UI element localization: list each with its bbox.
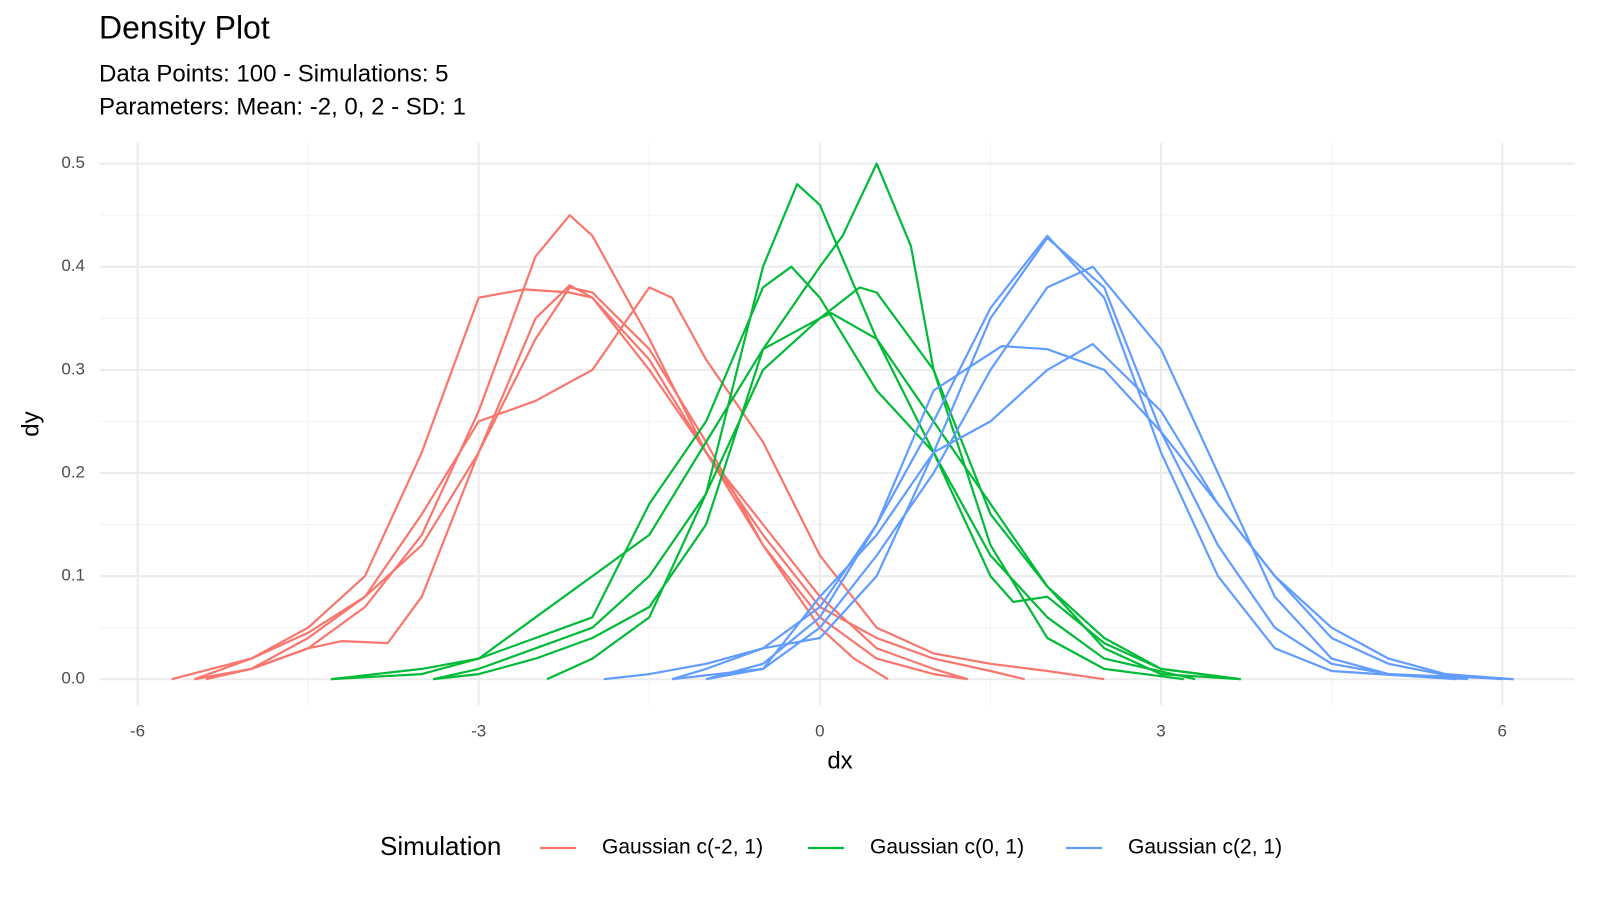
x-tick-label: 3 (1156, 721, 1165, 740)
y-tick-label: 0.5 (61, 153, 85, 172)
density-curve (671, 265, 1514, 681)
chart-subtitle: Data Points: 100 - Simulations: 5 (99, 60, 449, 87)
legend-label: Gaussian c(0, 1) (870, 836, 1024, 859)
density-curve (205, 286, 1105, 681)
y-tick-label: 0.2 (61, 462, 85, 481)
density-curve (433, 162, 1184, 681)
legend-title: Simulation (380, 831, 501, 861)
x-tick-label: 6 (1497, 721, 1506, 740)
x-tick-label: 0 (815, 721, 824, 740)
x-axis-label: dx (827, 747, 852, 774)
density-curve (603, 234, 1457, 681)
density-curve (432, 312, 1241, 681)
legend-label: Gaussian c(-2, 1) (602, 836, 763, 859)
y-tick-label: 0.1 (61, 566, 85, 585)
y-tick-label: 0.3 (61, 359, 85, 378)
legend-label: Gaussian c(2, 1) (1128, 836, 1282, 859)
x-tick-label: -3 (471, 721, 486, 740)
density-curve (194, 214, 968, 681)
density-curve (330, 265, 1196, 681)
density-curve (671, 236, 1469, 681)
density-curve (171, 286, 889, 681)
y-tick-label: 0.0 (61, 669, 85, 688)
y-tick-label: 0.4 (61, 256, 85, 275)
chart-subtitle: Parameters: Mean: -2, 0, 2 - SD: 1 (99, 93, 466, 120)
density-curve (705, 343, 1503, 681)
density-curve (705, 345, 1514, 681)
x-tick-label: -6 (130, 721, 145, 740)
chart-title: Density Plot (99, 9, 270, 45)
y-axis-label: dy (17, 411, 44, 436)
density-curve (194, 284, 969, 681)
